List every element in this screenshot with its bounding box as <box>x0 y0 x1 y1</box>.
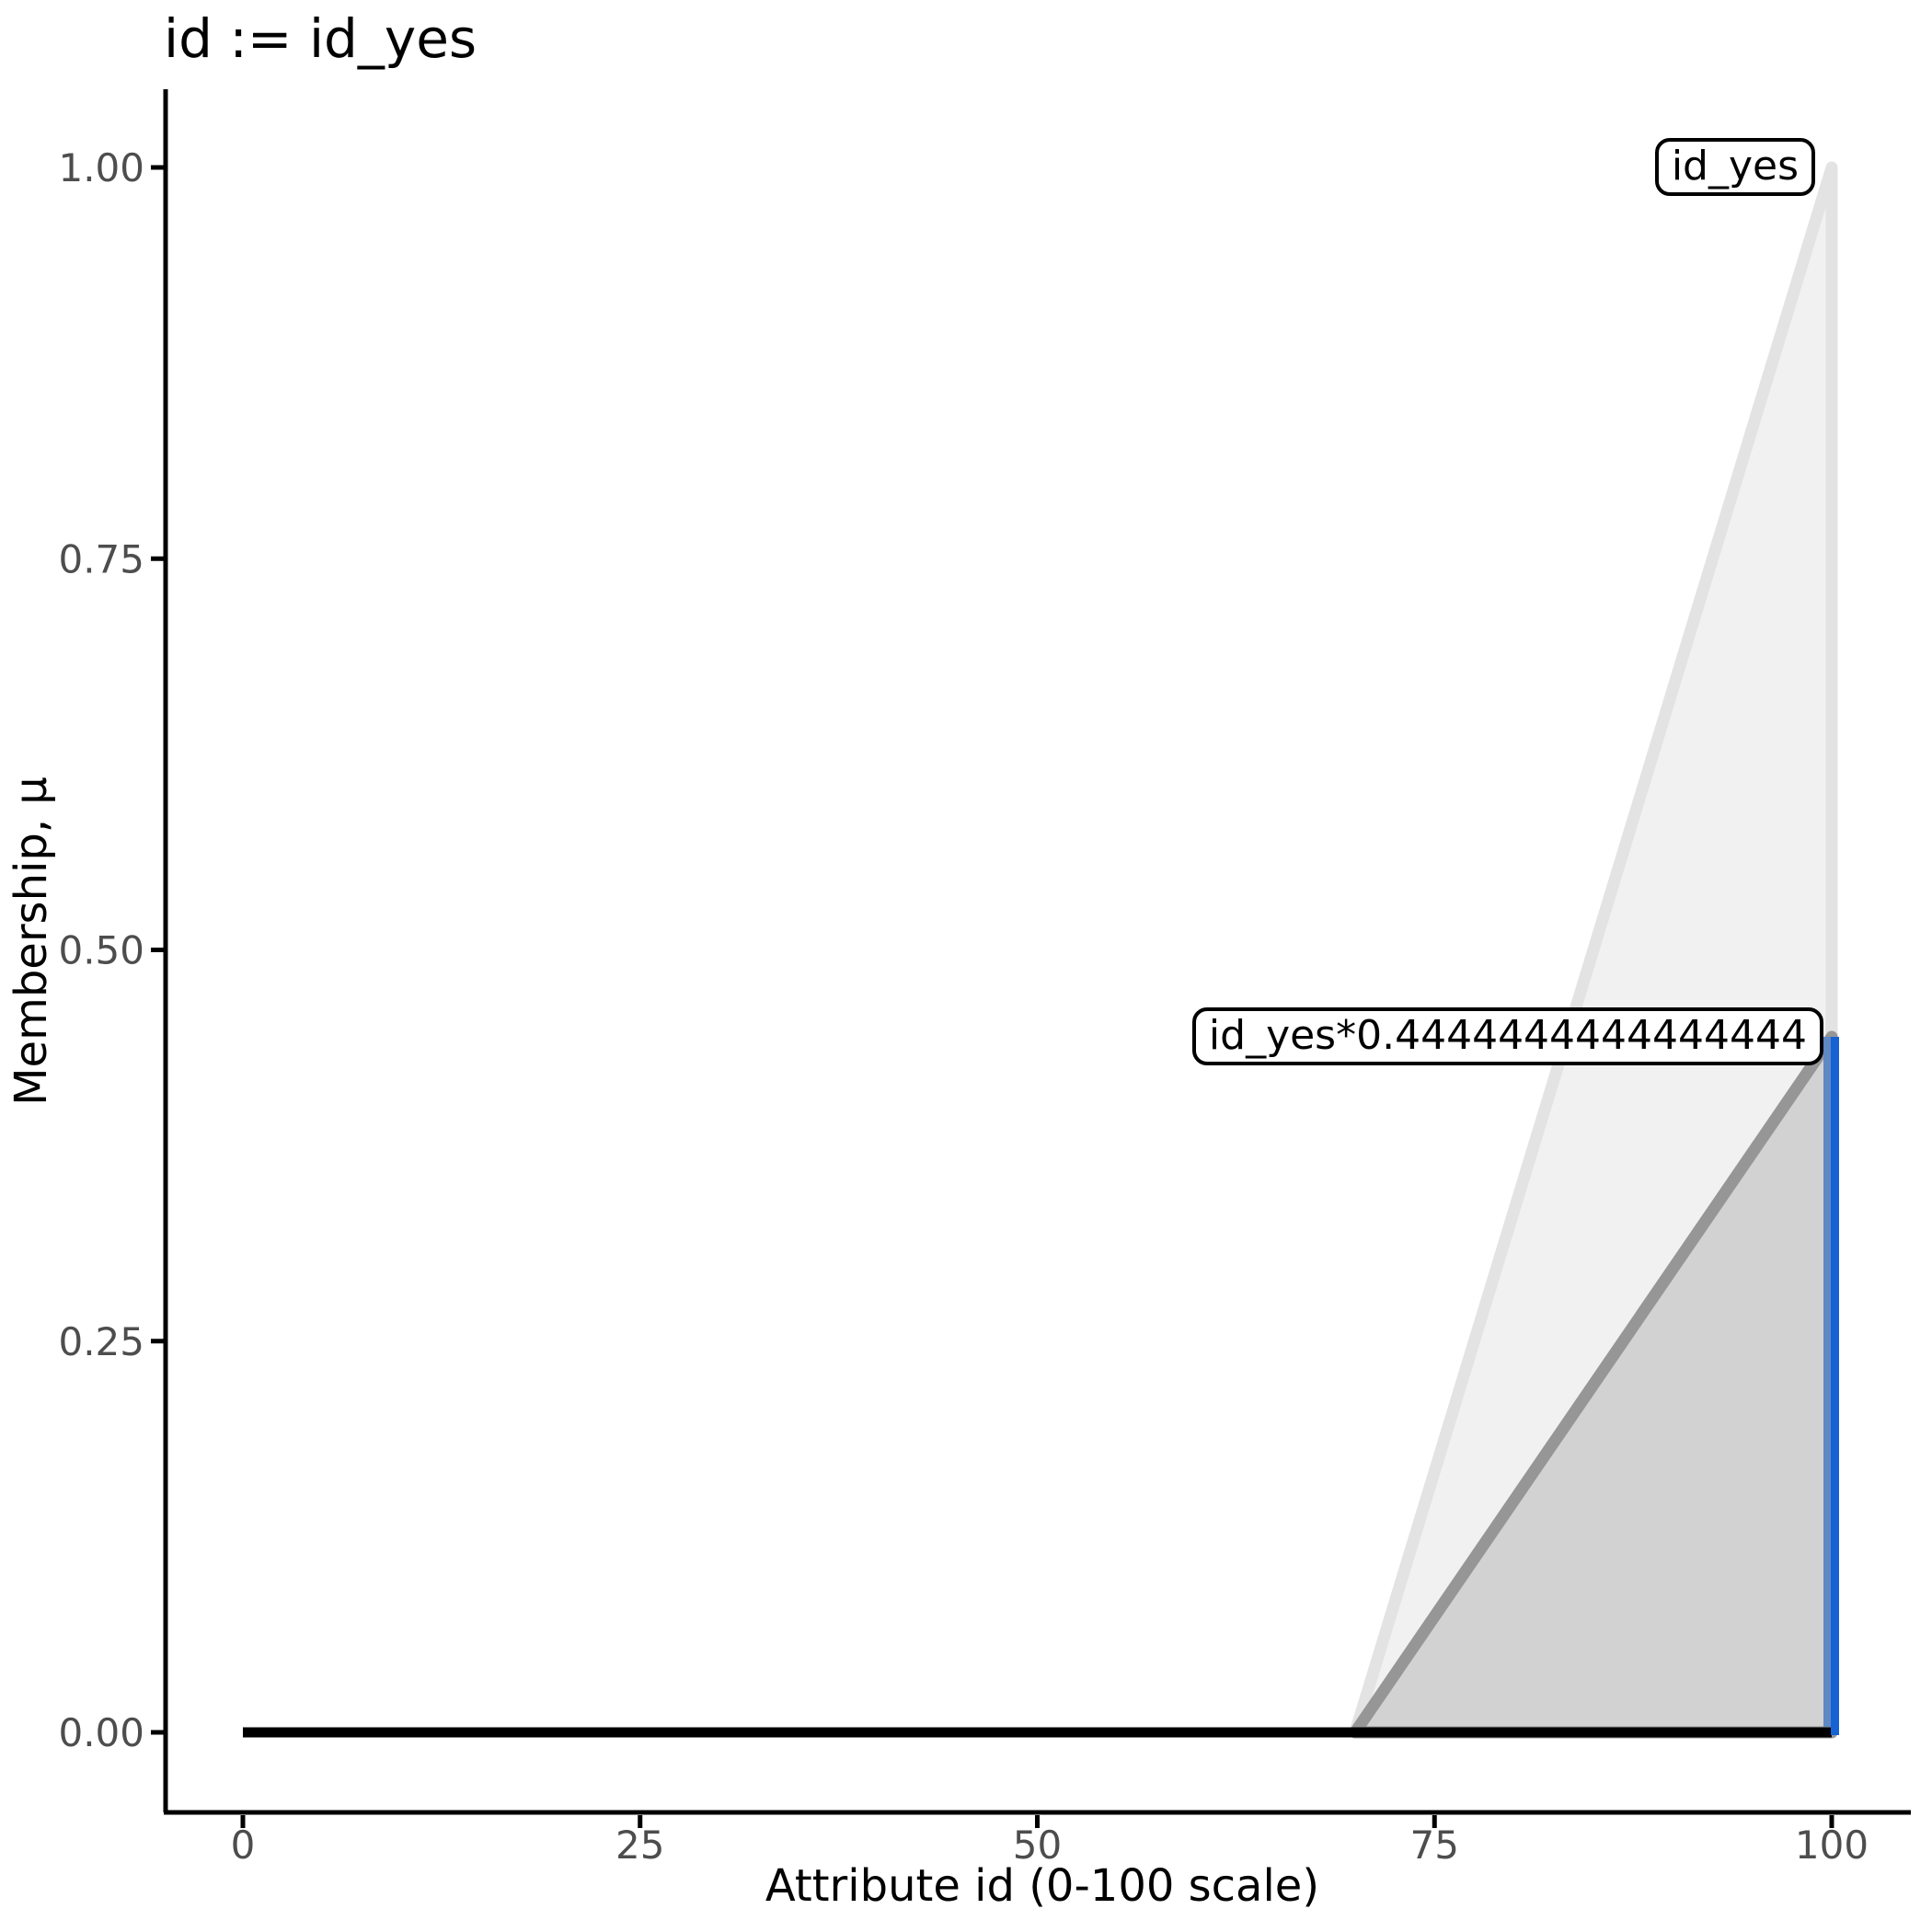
y-tick-label: 0.00 <box>58 1710 144 1755</box>
y-tick-label: 1.00 <box>58 145 144 190</box>
x-axis-title: Attribute id (0-100 scale) <box>765 1860 1320 1912</box>
y-tick-label: 0.25 <box>58 1319 144 1364</box>
annotation-id-yes-scaled: id_yes*0.4444444444444444 <box>1191 1007 1823 1065</box>
y-tick-label: 0.75 <box>58 536 144 581</box>
x-tick-label: 50 <box>1013 1823 1062 1868</box>
x-tick-label: 75 <box>1410 1823 1459 1868</box>
x-tick-label: 0 <box>231 1823 256 1868</box>
y-axis-title: Membership, μ <box>6 776 57 1106</box>
y-tick-label: 0.50 <box>58 928 144 973</box>
x-tick-label: 25 <box>615 1823 664 1868</box>
chart-title: id := id_yes <box>164 7 477 70</box>
activation-line-bright <box>1831 1037 1839 1735</box>
x-tick-label: 100 <box>1795 1823 1869 1868</box>
annotation-id-yes: id_yes <box>1654 138 1815 196</box>
activation-line-muted <box>1823 1037 1831 1727</box>
